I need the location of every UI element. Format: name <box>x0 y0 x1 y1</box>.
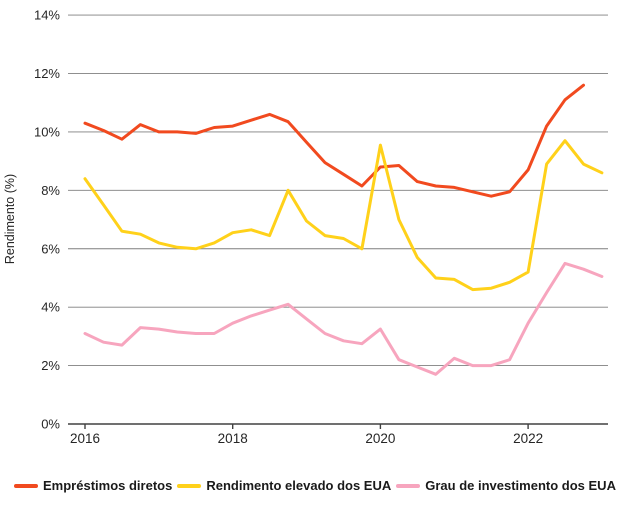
y-tick-label: 0% <box>41 417 60 432</box>
legend-item-grau-investimento: Grau de investimento dos EUA <box>396 478 616 493</box>
x-tick-label: 2020 <box>365 431 395 446</box>
legend-line-swatch-red <box>14 483 38 488</box>
series-line-2 <box>83 261 604 376</box>
y-tick-label: 2% <box>41 358 60 373</box>
y-tick-label: 8% <box>41 183 60 198</box>
x-tick-label: 2018 <box>218 431 248 446</box>
legend-item-rendimento-elevado: Rendimento elevado dos EUA <box>177 478 391 493</box>
chart-legend: Empréstimos diretos Rendimento elevado d… <box>14 478 616 493</box>
axes-layer: 0% 2% 4% 6% 8% 10% 12% 14% 2016 2018 2020 2022 <box>34 8 608 446</box>
y-tick-label: 6% <box>41 241 60 256</box>
x-tick-label: 2016 <box>70 431 100 446</box>
legend-item-emprestimos-diretos: Empréstimos diretos <box>14 478 172 493</box>
legend-line-swatch-pink <box>396 483 421 488</box>
series-line-1 <box>83 139 604 292</box>
legend-label: Empréstimos diretos <box>43 478 173 493</box>
legend-label: Grau de investimento dos EUA <box>425 478 616 493</box>
series-line-0 <box>83 83 585 198</box>
y-axis-title: Rendimento (%) <box>3 174 17 264</box>
x-tick-label: 2022 <box>513 431 543 446</box>
gridlines-layer <box>68 14 608 367</box>
y-tick-label: 14% <box>34 8 60 23</box>
legend-label: Rendimento elevado dos EUA <box>206 478 392 493</box>
y-tick-label: 12% <box>34 66 60 81</box>
y-tick-label: 4% <box>41 300 60 315</box>
y-tick-label: 10% <box>34 124 60 139</box>
legend-line-swatch-yellow <box>177 483 202 488</box>
series-layer <box>83 83 604 376</box>
